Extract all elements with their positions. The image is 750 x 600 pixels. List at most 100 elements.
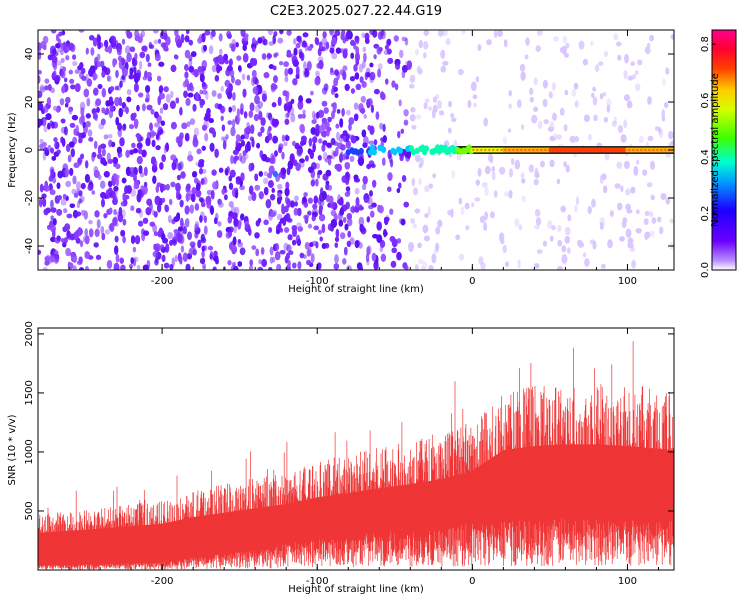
noise-dot (330, 138, 336, 145)
noise-dot (437, 30, 444, 37)
noise-dot (333, 263, 340, 270)
noise-dot (338, 219, 343, 227)
noise-dot (236, 108, 240, 117)
noise-dot (536, 249, 543, 254)
noise-dot (427, 206, 431, 216)
noise-dot (472, 94, 478, 100)
noise-dot (309, 242, 314, 248)
noise-dot (659, 226, 664, 235)
noise-dot (231, 118, 236, 128)
noise-dot (360, 95, 366, 103)
noise-dot (369, 30, 375, 36)
noise-dot (256, 142, 260, 149)
noise-dot (334, 69, 339, 76)
noise-dot (644, 210, 650, 217)
noise-dot (284, 227, 290, 233)
noise-dot (258, 259, 262, 265)
noise-dot (39, 84, 45, 91)
noise-dot (323, 83, 329, 92)
noise-dot (287, 218, 293, 223)
noise-dot (275, 251, 281, 261)
noise-dot (47, 54, 54, 61)
noise-dot (509, 168, 513, 178)
noise-dot (139, 210, 144, 218)
noise-dot (129, 124, 134, 130)
noise-dot (358, 216, 365, 227)
noise-dot (525, 37, 530, 46)
noise-dot (72, 175, 77, 185)
noise-dot (236, 108, 240, 117)
noise-dot (328, 195, 334, 205)
noise-dot (240, 108, 244, 115)
noise-dot (411, 125, 417, 130)
noise-dot (181, 122, 188, 130)
noise-dot (614, 183, 621, 189)
noise-dot (465, 225, 470, 231)
noise-dot (164, 46, 169, 52)
noise-dot (373, 54, 377, 60)
noise-dot (257, 266, 264, 270)
noise-dot (287, 218, 293, 223)
noise-dot (114, 235, 119, 243)
noise-dot (326, 142, 332, 148)
noise-dot (510, 158, 515, 165)
noise-dot (370, 104, 374, 113)
noise-dot (315, 70, 320, 78)
noise-dot (371, 163, 376, 169)
noise-dot (519, 63, 526, 72)
noise-dot (535, 45, 541, 52)
noise-dot (47, 144, 52, 152)
noise-dot (248, 265, 254, 270)
noise-dot (285, 181, 290, 190)
noise-dot (215, 180, 219, 190)
noise-dot (336, 163, 342, 172)
noise-dot (126, 52, 132, 63)
noise-dot (620, 185, 624, 192)
noise-dot (114, 235, 119, 243)
noise-dot (502, 244, 507, 254)
noise-dot (411, 125, 417, 130)
noise-dot (146, 198, 153, 206)
noise-dot (387, 186, 392, 192)
noise-dot (310, 90, 314, 96)
noise-dot (509, 168, 513, 178)
noise-dot (357, 206, 364, 211)
noise-dot (310, 127, 316, 135)
noise-dot (217, 221, 222, 227)
noise-dot (263, 72, 270, 79)
noise-dot (423, 41, 429, 50)
noise-dot (243, 153, 249, 160)
noise-dot (533, 178, 539, 186)
noise-dot (251, 138, 255, 148)
noise-dot (551, 82, 557, 91)
noise-dot (54, 75, 60, 85)
noise-dot (354, 204, 360, 213)
noise-dot (185, 263, 191, 270)
noise-dot (73, 162, 80, 168)
noise-dot (428, 183, 434, 189)
noise-dot (340, 232, 346, 240)
noise-dot (224, 59, 229, 65)
noise-dot (80, 153, 84, 159)
noise-dot (100, 180, 106, 189)
noise-dot (53, 105, 58, 111)
noise-dot (366, 216, 370, 223)
noise-dot (591, 198, 596, 208)
noise-dot (465, 225, 470, 231)
noise-dot (60, 118, 66, 124)
noise-dot (154, 259, 159, 266)
noise-dot (422, 261, 428, 270)
noise-dot (330, 138, 336, 145)
noise-dot (263, 38, 268, 46)
noise-dot (661, 109, 665, 119)
noise-dot (292, 227, 297, 237)
noise-dot (142, 217, 149, 224)
noise-dot (304, 242, 310, 250)
noise-dot (169, 264, 174, 270)
noise-dot (145, 85, 151, 93)
noise-dot (253, 114, 259, 121)
noise-dot (616, 161, 623, 169)
noise-dot (294, 201, 298, 207)
noise-dot (90, 47, 95, 56)
noise-dot (272, 34, 276, 45)
